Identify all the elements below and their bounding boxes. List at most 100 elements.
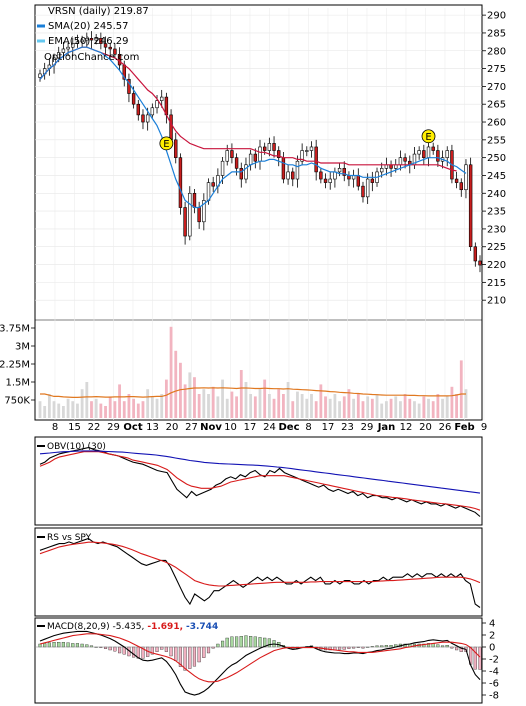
candle bbox=[379, 168, 384, 173]
price-tick-label: 270 bbox=[487, 82, 506, 93]
volume-bar bbox=[291, 401, 295, 418]
candle bbox=[248, 153, 253, 166]
volume-bar bbox=[282, 394, 285, 418]
macd-title: MACD(8,20,9) -5.435, -1.691, -3.744 bbox=[47, 622, 218, 632]
volume-bar bbox=[150, 396, 154, 418]
macd-hist-bar bbox=[164, 646, 168, 652]
volume-bar bbox=[272, 398, 276, 418]
obv-title: OBV(10) (30) bbox=[47, 442, 106, 452]
volume-bar bbox=[300, 394, 304, 418]
candle bbox=[319, 171, 323, 180]
candle bbox=[277, 150, 281, 158]
candle bbox=[57, 52, 61, 59]
macd-tick-label: -4 bbox=[489, 667, 499, 678]
volume-bar bbox=[122, 401, 126, 418]
volume-bar bbox=[179, 362, 182, 418]
macd-hist-bar bbox=[155, 646, 159, 652]
candle bbox=[431, 146, 435, 151]
x-tick-label: 20 bbox=[166, 422, 179, 433]
macd-signal-line bbox=[39, 633, 481, 683]
volume-bar bbox=[310, 394, 313, 418]
x-tick-label: 23 bbox=[341, 422, 354, 433]
volume-bar bbox=[146, 389, 150, 418]
price-tick-label: 285 bbox=[487, 28, 506, 39]
candle bbox=[403, 157, 407, 162]
volume-bar bbox=[267, 394, 271, 418]
macd-hist-bar bbox=[75, 643, 80, 648]
x-tick-label: Dec bbox=[278, 422, 299, 433]
price-tick-label: 240 bbox=[487, 189, 506, 200]
volume-bar bbox=[52, 401, 56, 418]
macd-title-hist: -3.744 bbox=[186, 622, 218, 632]
earnings-marker-label: E bbox=[425, 132, 431, 143]
volume-bar bbox=[314, 401, 318, 418]
volume-bar bbox=[43, 406, 47, 418]
volume-bar bbox=[347, 389, 351, 418]
candle bbox=[234, 157, 239, 169]
series-line-avg bbox=[39, 541, 481, 587]
macd-tick-label: -8 bbox=[489, 691, 499, 702]
sma20-line bbox=[39, 46, 467, 209]
candle bbox=[169, 114, 173, 141]
x-tick-label: 26 bbox=[439, 422, 452, 433]
macd-hist-bar bbox=[192, 646, 197, 667]
x-tick-label: 27 bbox=[185, 422, 198, 433]
volume-bar bbox=[80, 389, 84, 418]
volume-bar bbox=[296, 391, 299, 418]
candle bbox=[155, 100, 159, 109]
candle bbox=[85, 37, 89, 41]
candle bbox=[197, 207, 201, 223]
volume-bar bbox=[394, 396, 398, 418]
macd-tick-label: 4 bbox=[489, 619, 495, 630]
macd-hist-bar bbox=[436, 644, 440, 648]
candle bbox=[75, 41, 80, 44]
macd-hist-bar bbox=[174, 646, 178, 661]
sma-legend-label: SMA(20) 245.57 bbox=[48, 21, 129, 32]
volume-bar bbox=[431, 401, 435, 418]
candle bbox=[66, 46, 70, 50]
candle bbox=[305, 150, 309, 152]
rs-title: RS vs SPY bbox=[47, 533, 92, 543]
volume-tick-label: 1.5M bbox=[5, 378, 30, 389]
volume-bar bbox=[361, 401, 365, 418]
volume-bar bbox=[169, 326, 173, 418]
brand-label: OptionChance.com bbox=[44, 52, 139, 63]
candle bbox=[417, 150, 421, 155]
price-tick-label: 250 bbox=[487, 153, 506, 164]
macd-hist-bar bbox=[57, 642, 61, 648]
volume-bar bbox=[455, 394, 458, 418]
candle bbox=[253, 153, 258, 162]
volume-bar bbox=[366, 396, 370, 418]
macd-hist-bar bbox=[43, 643, 47, 648]
candle bbox=[342, 168, 346, 176]
macd-hist-bar bbox=[80, 643, 84, 648]
macd-hist-bar bbox=[169, 646, 173, 657]
x-tick-label: 29 bbox=[107, 422, 120, 433]
candle bbox=[478, 260, 482, 266]
price-tick-label: 210 bbox=[487, 296, 506, 307]
x-tick-label: 10 bbox=[224, 422, 237, 433]
volume-bar bbox=[239, 370, 243, 418]
x-tick-label: 20 bbox=[419, 422, 432, 433]
volume-bar bbox=[118, 384, 121, 418]
volume-bar bbox=[113, 401, 117, 418]
price-tick-label: 275 bbox=[487, 64, 506, 75]
candle bbox=[183, 207, 187, 237]
volume-bar bbox=[104, 406, 107, 418]
series-line-long bbox=[39, 450, 481, 494]
candle bbox=[178, 157, 183, 208]
candle bbox=[239, 168, 243, 180]
candle bbox=[38, 73, 42, 78]
volume-tick-label: 2.25M bbox=[0, 360, 30, 371]
candle bbox=[202, 200, 206, 223]
macd-hist-bar bbox=[113, 646, 117, 652]
macd-hist-bar bbox=[52, 642, 56, 648]
macd-tick-label: 0 bbox=[489, 643, 495, 654]
volume-bar bbox=[384, 401, 388, 418]
macd-hist-bar bbox=[239, 636, 243, 648]
candle bbox=[80, 39, 84, 43]
price-tick-label: 230 bbox=[487, 224, 506, 235]
volume-bar bbox=[221, 379, 224, 418]
macd-hist-bar bbox=[38, 643, 42, 648]
volume-bar bbox=[450, 386, 454, 418]
